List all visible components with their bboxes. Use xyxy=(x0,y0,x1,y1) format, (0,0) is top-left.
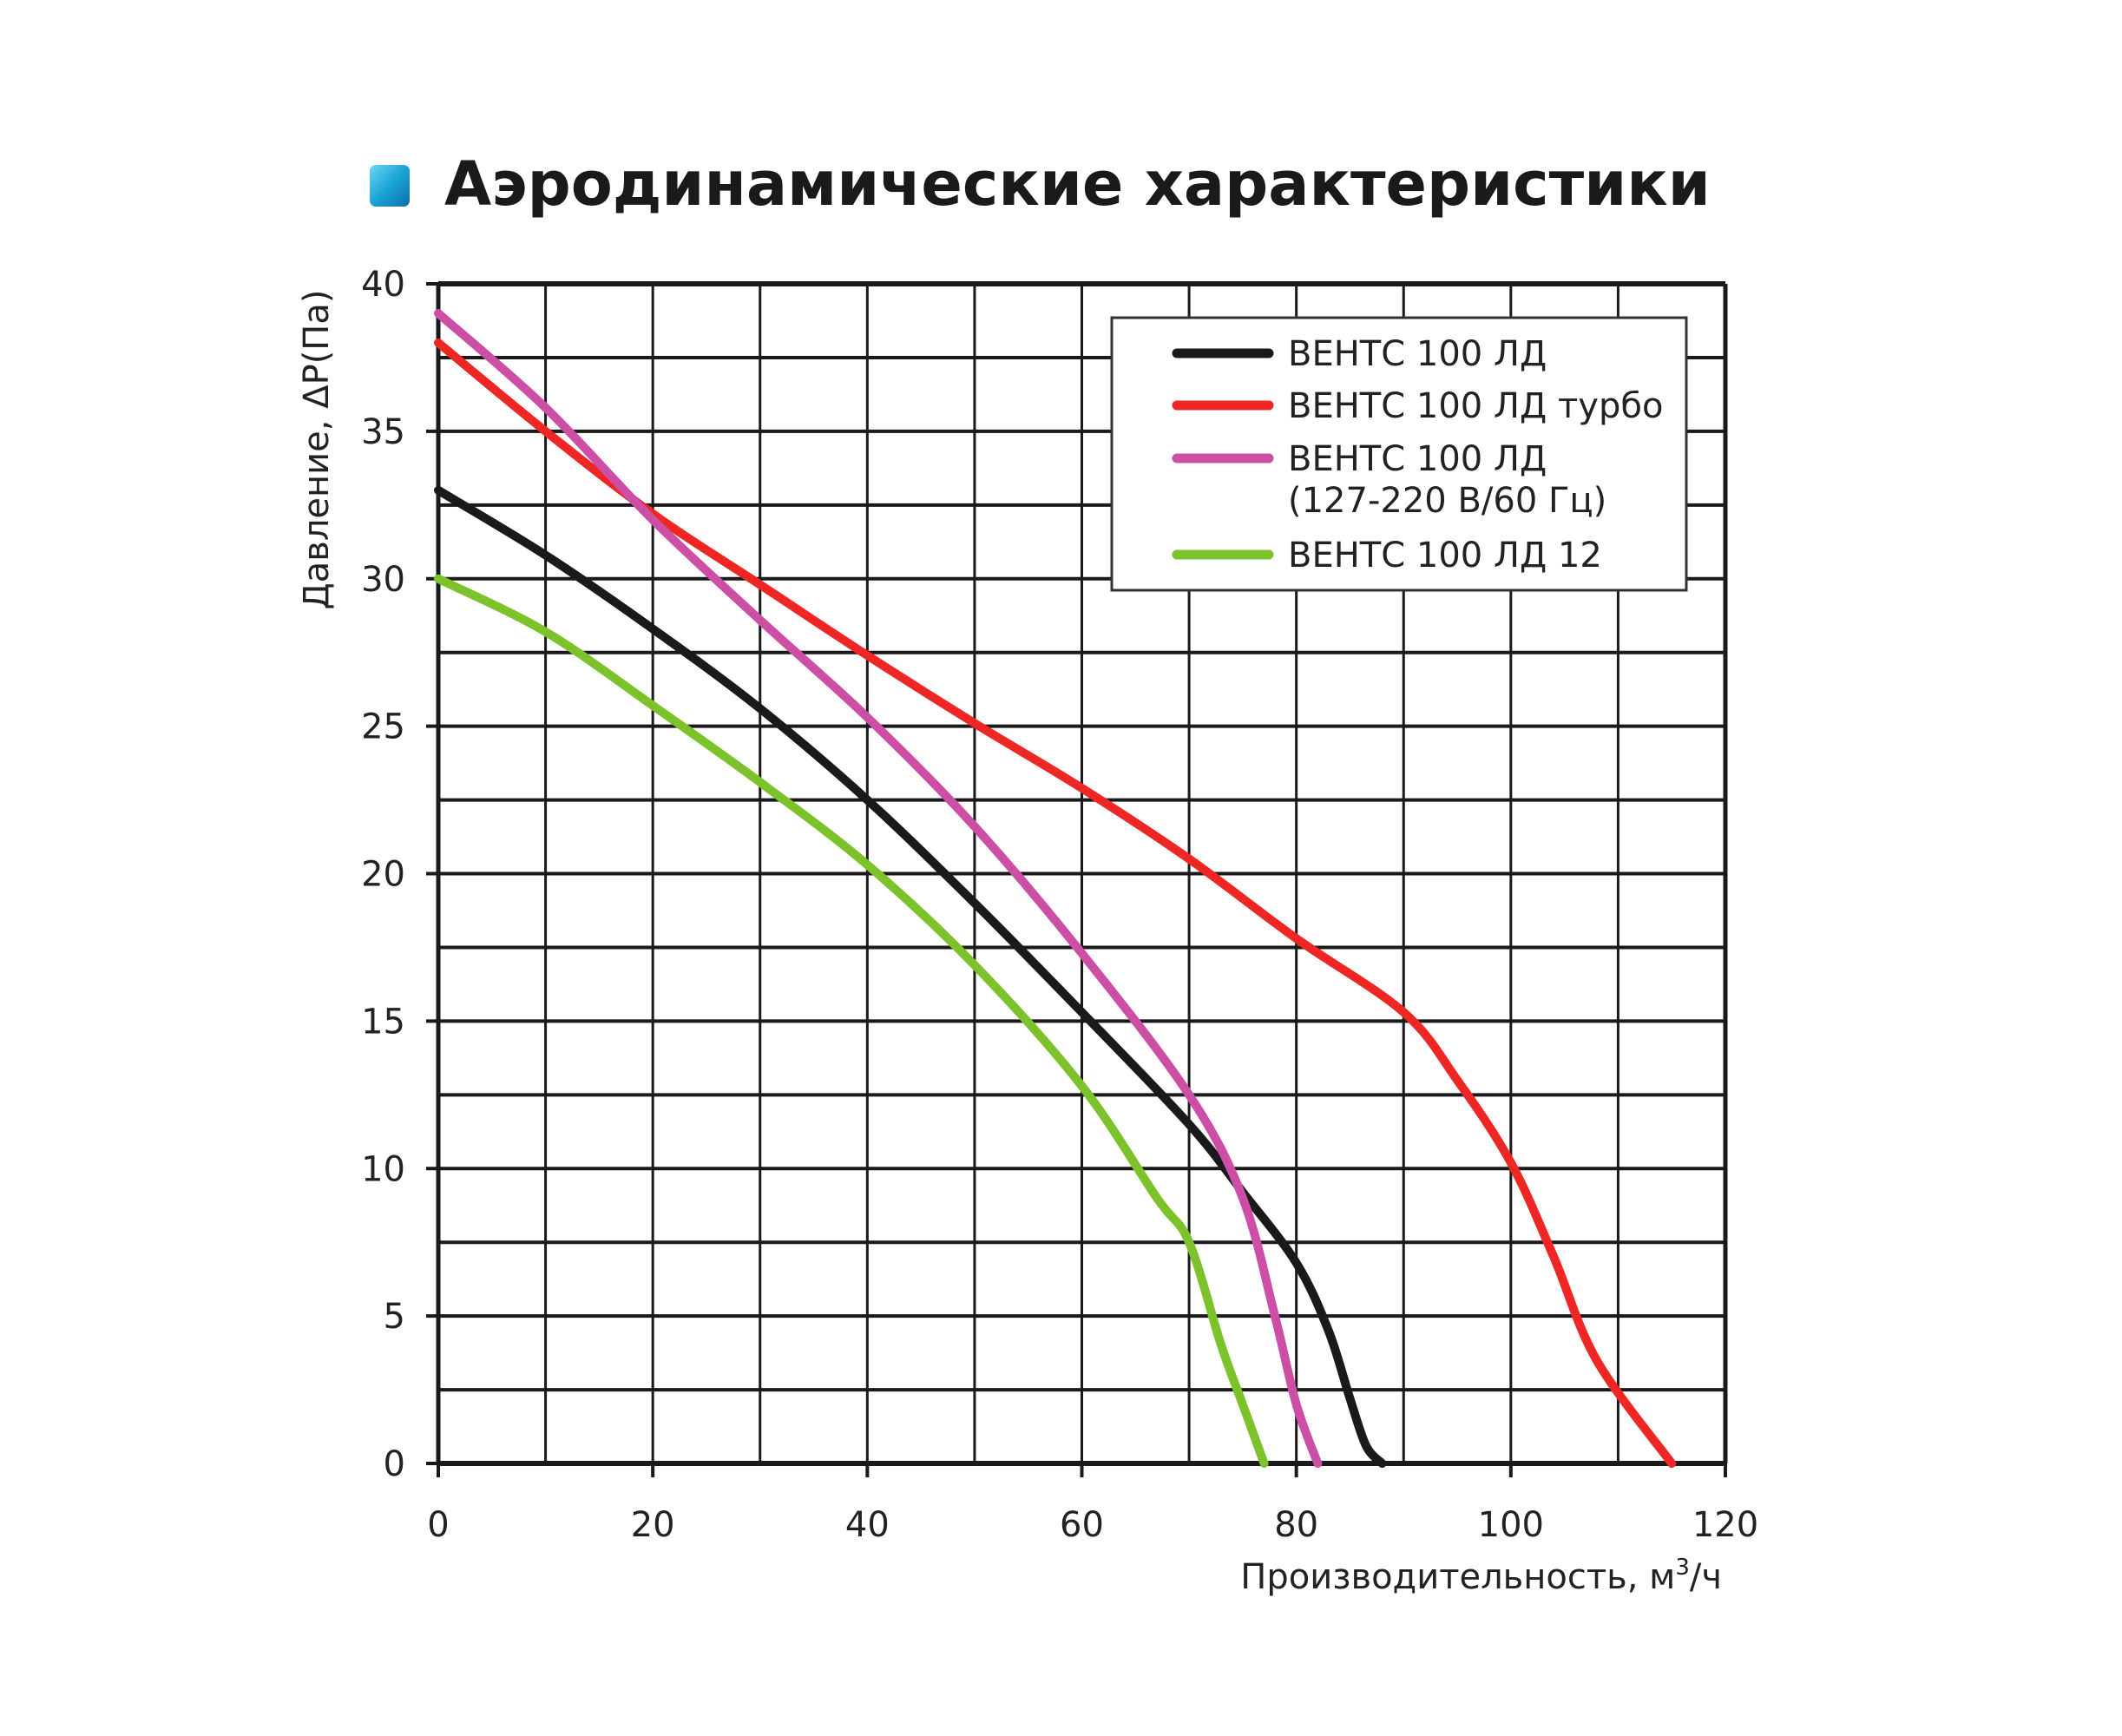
y-tick-label: 20 xyxy=(361,855,405,895)
y-tick-label: 35 xyxy=(361,412,405,452)
x-tick-label: 0 xyxy=(427,1505,449,1545)
legend-label: ВЕНТС 100 ЛД 12 xyxy=(1288,536,1602,575)
x-axis-label-main: Производительность, м xyxy=(1240,1557,1675,1597)
x-tick-label: 20 xyxy=(631,1505,675,1545)
y-tick-label: 25 xyxy=(361,707,405,747)
y-ticks: 0 5 10 15 20 25 30 35 40 xyxy=(361,265,438,1484)
y-tick-label: 0 xyxy=(384,1444,405,1484)
series-line-0 xyxy=(434,485,1387,1468)
x-axis-label-sup: 3 xyxy=(1675,1555,1690,1581)
x-tick-label: 120 xyxy=(1692,1505,1758,1545)
y-axis-label: Давление, ΔP(Па) xyxy=(297,290,337,610)
series-line-3 xyxy=(434,574,1269,1468)
y-tick-label: 30 xyxy=(361,560,405,600)
legend: ВЕНТС 100 ЛД ВЕНТС 100 ЛД турбо ВЕНТС 100 … xyxy=(1110,316,1688,592)
y-tick-label: 15 xyxy=(361,1002,405,1042)
series-line-2 xyxy=(434,308,1323,1468)
y-tick-label: 5 xyxy=(384,1297,405,1337)
x-tick-label: 100 xyxy=(1478,1505,1544,1545)
legend-label: ВЕНТС 100 ЛД турбо xyxy=(1288,386,1663,426)
title-icon xyxy=(370,165,410,207)
x-axis-label: Производительность, м3/ч xyxy=(1240,1555,1722,1597)
x-tick-label: 40 xyxy=(845,1505,890,1545)
x-axis-label-tail: /ч xyxy=(1690,1557,1722,1597)
x-tick-label: 60 xyxy=(1060,1505,1104,1545)
series-line-1 xyxy=(434,338,1677,1468)
series-group xyxy=(434,308,1677,1468)
legend-label: ВЕНТС 100 ЛД xyxy=(1288,334,1547,374)
x-ticks: 0 20 40 60 80 100 120 xyxy=(427,1463,1758,1545)
legend-label: ВЕНТС 100 ЛД xyxy=(1288,439,1547,479)
legend-label: (127-220 В/60 Гц) xyxy=(1288,481,1606,521)
y-tick-label: 40 xyxy=(361,265,405,305)
x-tick-label: 80 xyxy=(1274,1505,1318,1545)
y-tick-label: 10 xyxy=(361,1149,405,1189)
chart-title: Аэродинамические характеристики xyxy=(444,148,1711,220)
